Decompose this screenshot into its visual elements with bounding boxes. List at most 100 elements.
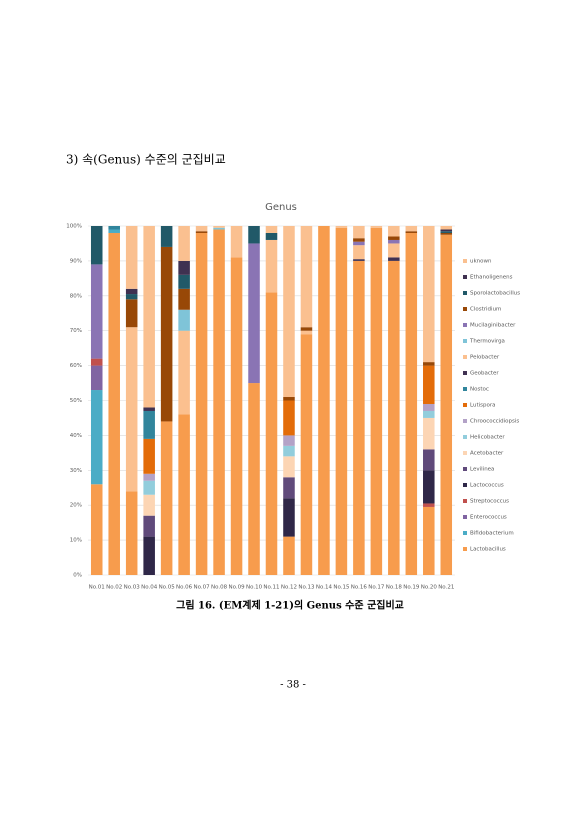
bar-segment	[90, 264, 103, 359]
y-tick-label: 70%	[70, 328, 82, 334]
y-tick-label: 90%	[70, 258, 82, 264]
legend-label: Lactococcus	[470, 483, 504, 489]
legend-swatch	[463, 307, 467, 311]
legend-swatch	[463, 275, 467, 279]
legend-label: Helicobacter	[470, 435, 505, 441]
x-tick-label: No.03	[124, 585, 141, 591]
bar-segment	[213, 229, 225, 576]
bar-segment	[388, 236, 400, 240]
legend-swatch	[463, 499, 467, 503]
legend-swatch	[463, 355, 467, 359]
y-tick-label: 0%	[73, 573, 82, 579]
bar-segment	[213, 226, 225, 228]
legend-swatch	[463, 515, 467, 519]
bar-segment	[353, 260, 365, 575]
bar-segment	[178, 414, 190, 575]
y-tick-label: 60%	[70, 363, 82, 369]
y-tick-label: 10%	[70, 538, 82, 544]
chart-title: Genus	[265, 202, 297, 213]
bar-segment	[248, 383, 260, 575]
bar-segment	[265, 232, 278, 240]
bar-segment	[90, 484, 103, 575]
x-tick-label: No.04	[141, 585, 158, 591]
x-tick-label: No.01	[89, 585, 105, 591]
legend-label: Ethanoligenens	[470, 275, 513, 281]
legend-label: Bifidobacterium	[470, 531, 514, 537]
bar-segment	[388, 243, 400, 258]
bar-segment	[178, 260, 190, 275]
legend-label: Sporolactobacillus	[470, 291, 520, 297]
y-tick-label: 80%	[70, 293, 82, 299]
x-tick-label: No.10	[246, 585, 263, 591]
bar-segment	[423, 403, 435, 411]
bar-segment	[300, 334, 313, 575]
legend-swatch	[463, 531, 467, 535]
bar-segment	[125, 491, 138, 575]
bar-segment	[405, 232, 418, 576]
bar-segment	[178, 309, 190, 331]
bar-segment	[213, 227, 225, 230]
bar-segment	[353, 245, 365, 260]
legend-label: Levilinea	[470, 467, 494, 473]
bar-segment	[178, 288, 190, 310]
bar-segment	[300, 327, 313, 331]
bar-segment	[160, 246, 173, 422]
legend-swatch	[463, 435, 467, 439]
bar-segment	[90, 226, 103, 265]
bar-segment	[283, 456, 295, 478]
bar-segment	[108, 226, 120, 230]
bar-segment	[423, 410, 435, 418]
bar-segment	[125, 288, 138, 295]
legend-label: Acetobacter	[470, 451, 504, 457]
legend-swatch	[463, 371, 467, 375]
bar-segment	[195, 232, 208, 576]
legend-label: Enterococcus	[470, 515, 507, 521]
bar-segment	[440, 226, 453, 230]
bar-segment	[248, 243, 260, 384]
legend-swatch	[463, 483, 467, 487]
bar-segment	[283, 445, 295, 457]
bar-segment	[283, 435, 295, 446]
bar-segment	[160, 421, 173, 575]
x-tick-label: No.06	[176, 585, 193, 591]
bar-segment	[195, 226, 208, 232]
bar-segment	[300, 226, 313, 328]
bar-segment	[370, 226, 383, 228]
bar-segment	[353, 241, 365, 246]
bar-segment	[108, 232, 120, 576]
bar-segment	[405, 226, 418, 232]
x-tick-label: No.05	[159, 585, 176, 591]
legend-swatch	[463, 403, 467, 407]
bar-segment	[143, 226, 155, 408]
bar-segment	[423, 470, 435, 504]
bar-segment	[125, 226, 138, 289]
legend-label: Streptococcus	[470, 499, 509, 505]
bar-segment	[230, 226, 243, 258]
bar-segment	[125, 294, 138, 300]
bar-segment	[353, 226, 365, 239]
legend-label: Lutispora	[470, 403, 496, 409]
legend-swatch	[463, 419, 467, 423]
x-tick-label: No.11	[263, 585, 279, 591]
bar-segment	[405, 231, 418, 233]
bar-segment	[143, 494, 155, 516]
section-heading: 3) 속(Genus) 수준의 군집비교	[66, 153, 226, 167]
bar-segment	[90, 358, 103, 366]
bar-segment	[388, 257, 400, 261]
bar-segment	[318, 226, 330, 575]
bar-segment	[423, 449, 435, 471]
legend-label: Geobacter	[470, 371, 499, 377]
bar-segment	[160, 226, 173, 247]
bar-segment	[283, 226, 295, 398]
bar-segment	[440, 229, 453, 232]
x-tick-label: No.09	[228, 585, 245, 591]
bar-segment	[265, 226, 278, 233]
bar-segment	[353, 238, 365, 242]
x-tick-label: No.15	[333, 585, 350, 591]
bar-segment	[195, 231, 208, 233]
bar-segment	[283, 397, 295, 401]
bar-segment	[178, 330, 190, 415]
x-tick-label: No.12	[281, 585, 297, 591]
bar-segment	[143, 438, 155, 474]
